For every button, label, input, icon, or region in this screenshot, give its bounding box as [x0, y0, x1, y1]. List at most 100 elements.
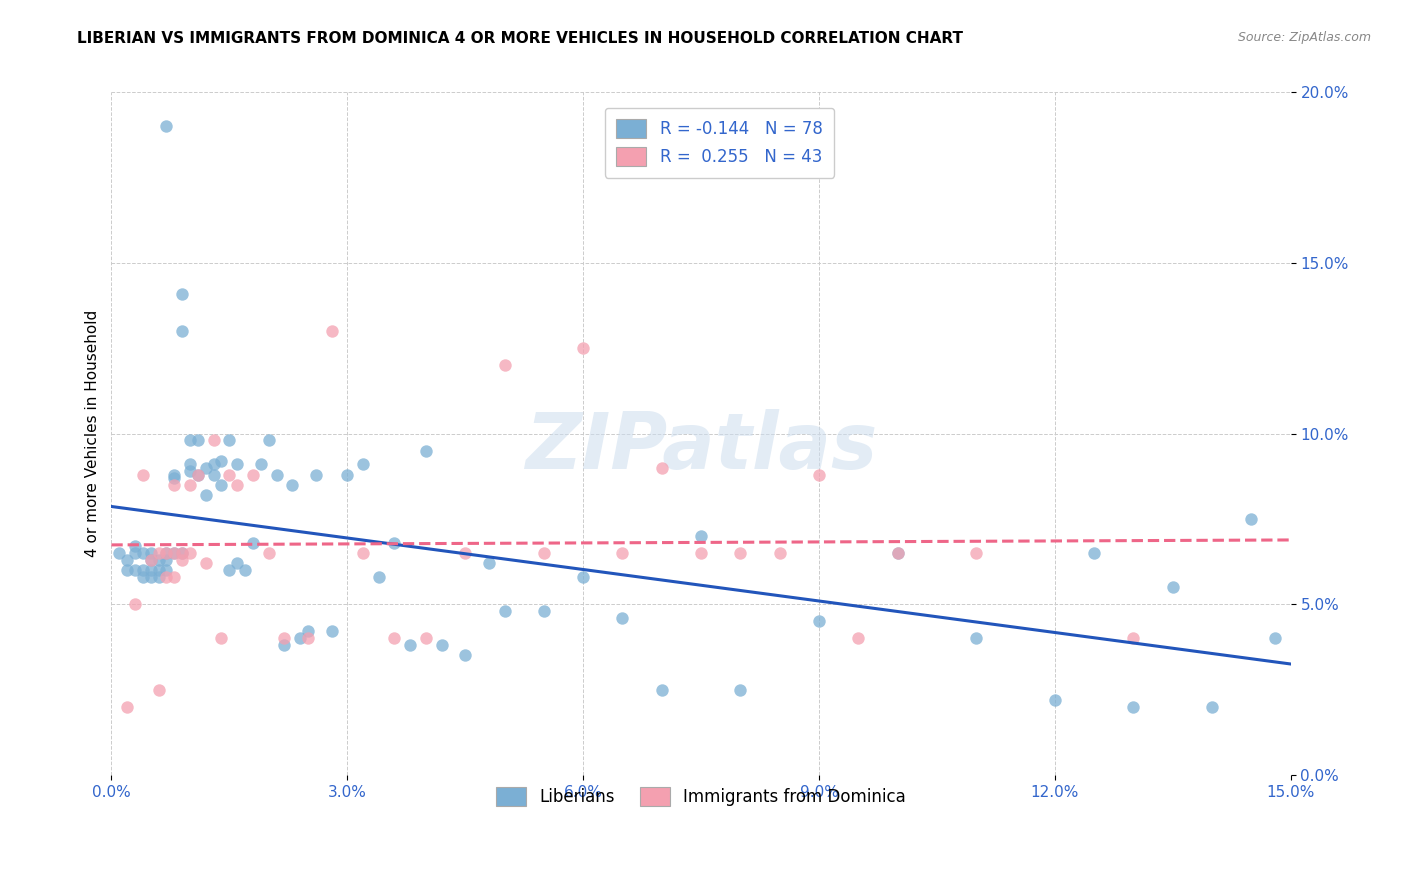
- Point: [218, 467, 240, 482]
- Point: [965, 632, 987, 646]
- Point: [155, 570, 177, 584]
- Point: [172, 286, 194, 301]
- Point: [281, 477, 304, 491]
- Point: [886, 546, 908, 560]
- Point: [886, 546, 908, 560]
- Point: [415, 443, 437, 458]
- Point: [808, 614, 831, 628]
- Point: [965, 546, 987, 560]
- Point: [139, 553, 162, 567]
- Point: [115, 553, 138, 567]
- Y-axis label: 4 or more Vehicles in Household: 4 or more Vehicles in Household: [86, 310, 100, 558]
- Point: [242, 535, 264, 549]
- Point: [211, 477, 233, 491]
- Legend: Liberians, Immigrants from Dominica: Liberians, Immigrants from Dominica: [488, 779, 914, 814]
- Point: [415, 632, 437, 646]
- Point: [384, 535, 406, 549]
- Point: [132, 546, 155, 560]
- Point: [1264, 632, 1286, 646]
- Point: [273, 632, 295, 646]
- Point: [690, 529, 713, 543]
- Point: [139, 553, 162, 567]
- Point: [179, 458, 201, 472]
- Point: [148, 563, 170, 577]
- Point: [194, 556, 217, 570]
- Point: [218, 434, 240, 448]
- Point: [155, 120, 177, 134]
- Point: [163, 467, 186, 482]
- Point: [690, 546, 713, 560]
- Point: [148, 682, 170, 697]
- Point: [148, 553, 170, 567]
- Point: [124, 597, 146, 611]
- Point: [132, 563, 155, 577]
- Point: [494, 359, 516, 373]
- Point: [172, 546, 194, 560]
- Point: [1240, 512, 1263, 526]
- Point: [211, 454, 233, 468]
- Point: [399, 638, 422, 652]
- Point: [148, 546, 170, 560]
- Point: [194, 488, 217, 502]
- Point: [336, 467, 359, 482]
- Point: [163, 570, 186, 584]
- Point: [273, 638, 295, 652]
- Point: [1161, 580, 1184, 594]
- Point: [1043, 692, 1066, 706]
- Point: [124, 546, 146, 560]
- Point: [430, 638, 453, 652]
- Point: [108, 546, 131, 560]
- Point: [297, 632, 319, 646]
- Point: [163, 477, 186, 491]
- Point: [257, 434, 280, 448]
- Point: [163, 546, 186, 560]
- Point: [155, 553, 177, 567]
- Point: [179, 477, 201, 491]
- Point: [1083, 546, 1105, 560]
- Point: [288, 632, 311, 646]
- Point: [257, 546, 280, 560]
- Point: [179, 434, 201, 448]
- Point: [124, 539, 146, 553]
- Point: [139, 570, 162, 584]
- Point: [139, 546, 162, 560]
- Point: [155, 546, 177, 560]
- Point: [187, 434, 209, 448]
- Point: [172, 324, 194, 338]
- Point: [187, 467, 209, 482]
- Point: [454, 648, 477, 663]
- Point: [1201, 699, 1223, 714]
- Point: [132, 467, 155, 482]
- Point: [148, 570, 170, 584]
- Text: LIBERIAN VS IMMIGRANTS FROM DOMINICA 4 OR MORE VEHICLES IN HOUSEHOLD CORRELATION: LIBERIAN VS IMMIGRANTS FROM DOMINICA 4 O…: [77, 31, 963, 46]
- Point: [242, 467, 264, 482]
- Point: [651, 682, 673, 697]
- Point: [266, 467, 288, 482]
- Point: [115, 563, 138, 577]
- Point: [367, 570, 389, 584]
- Point: [572, 570, 595, 584]
- Point: [352, 546, 374, 560]
- Point: [226, 458, 249, 472]
- Point: [132, 570, 155, 584]
- Point: [321, 624, 343, 639]
- Point: [226, 477, 249, 491]
- Point: [218, 563, 240, 577]
- Point: [163, 546, 186, 560]
- Point: [1122, 632, 1144, 646]
- Point: [808, 467, 831, 482]
- Point: [730, 546, 752, 560]
- Point: [163, 471, 186, 485]
- Point: [187, 467, 209, 482]
- Point: [352, 458, 374, 472]
- Point: [233, 563, 256, 577]
- Point: [202, 467, 225, 482]
- Point: [454, 546, 477, 560]
- Point: [297, 624, 319, 639]
- Point: [769, 546, 792, 560]
- Point: [305, 467, 328, 482]
- Point: [533, 546, 555, 560]
- Point: [179, 546, 201, 560]
- Point: [249, 458, 271, 472]
- Point: [202, 434, 225, 448]
